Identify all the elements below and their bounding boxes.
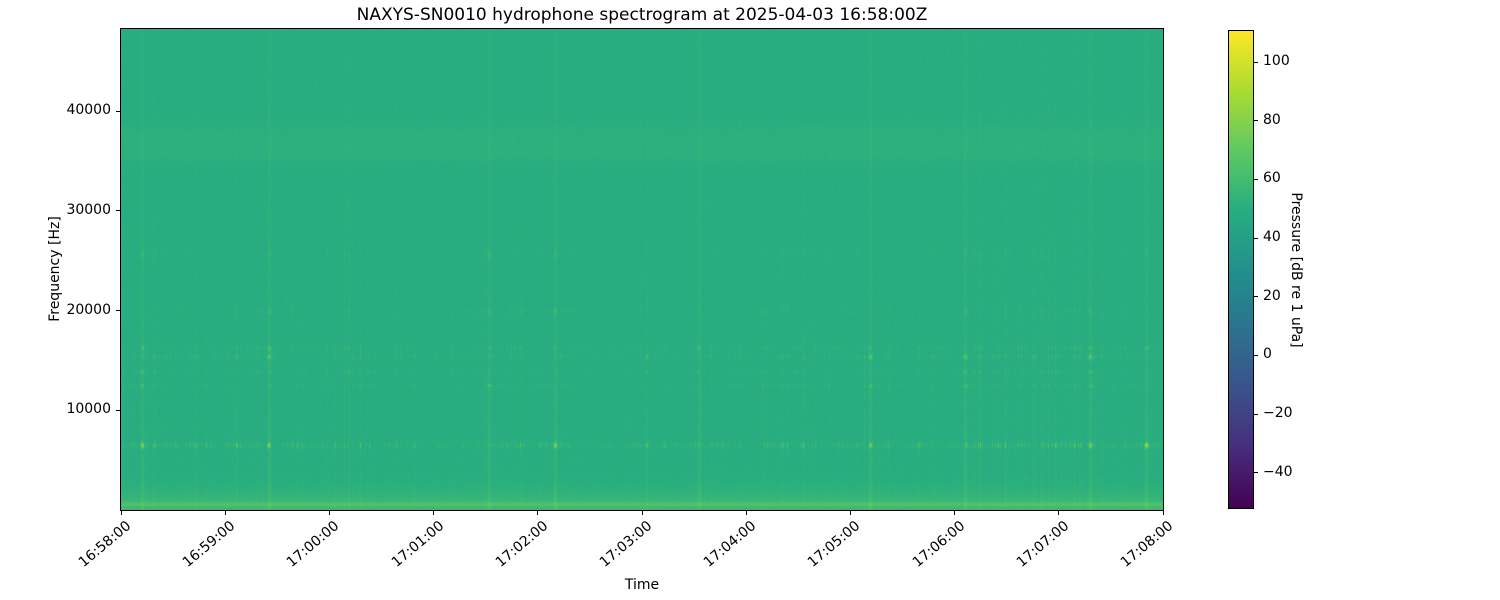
colorbar-tick-mark — [1254, 178, 1258, 180]
plot-title: NAXYS-SN0010 hydrophone spectrogram at 2… — [356, 5, 928, 25]
x-tick-label: 17:05:00 — [805, 518, 864, 571]
y-tick-mark — [116, 409, 120, 411]
x-tick-label: 17:03:00 — [596, 518, 656, 571]
colorbar-tick-mark — [1254, 61, 1258, 63]
colorbar-tick-mark — [1254, 237, 1258, 239]
colorbar-tick-label: 60 — [1263, 170, 1281, 187]
colorbar-tick-label: 0 — [1263, 346, 1272, 363]
spectrogram-image — [121, 29, 1163, 510]
colorbar-tick-label: 40 — [1263, 229, 1281, 246]
colorbar-tick-mark — [1254, 472, 1258, 474]
x-tick-mark — [224, 511, 226, 515]
x-tick-mark — [120, 511, 122, 515]
x-tick-label: 17:07:00 — [1013, 518, 1073, 571]
x-tick-mark — [745, 511, 747, 515]
x-tick-mark — [328, 511, 330, 515]
colorbar-tick-mark — [1254, 354, 1258, 356]
y-tick-mark — [116, 110, 120, 112]
x-tick-label: 17:06:00 — [909, 518, 968, 571]
colorbar-tick-label: 80 — [1263, 111, 1281, 128]
colorbar-tick-label: 20 — [1263, 287, 1281, 304]
x-tick-label: 17:04:00 — [701, 518, 760, 571]
y-tick-label: 20000 — [66, 301, 111, 318]
x-tick-label: 16:59:00 — [180, 518, 239, 571]
x-tick-mark — [641, 511, 643, 515]
colorbar-tick-label: 100 — [1263, 53, 1290, 70]
x-tick-mark — [849, 511, 851, 515]
x-tick-label: 17:02:00 — [492, 518, 552, 571]
y-tick-label: 10000 — [66, 401, 111, 418]
x-tick-mark — [537, 511, 539, 515]
colorbar — [1228, 30, 1254, 509]
x-tick-mark — [954, 511, 956, 515]
y-tick-label: 30000 — [66, 201, 111, 218]
x-tick-label: 17:00:00 — [284, 518, 343, 571]
x-tick-label: 17:01:00 — [388, 518, 447, 571]
y-tick-label: 40000 — [66, 102, 111, 119]
x-tick-mark — [1058, 511, 1060, 515]
y-tick-mark — [116, 210, 120, 212]
colorbar-label: Pressure [dB re 1 uPa] — [1288, 192, 1304, 348]
x-axis-label: Time — [624, 577, 660, 593]
y-tick-mark — [116, 310, 120, 312]
colorbar-tick-mark — [1254, 296, 1258, 298]
x-tick-mark — [433, 511, 435, 515]
x-tick-mark — [1162, 511, 1164, 515]
colorbar-tick-label: −40 — [1263, 463, 1293, 480]
x-tick-label: 16:58:00 — [75, 518, 135, 571]
colorbar-tick-mark — [1254, 413, 1258, 415]
colorbar-tick-label: −20 — [1263, 405, 1293, 422]
colorbar-tick-mark — [1254, 120, 1258, 122]
x-tick-label: 17:08:00 — [1117, 518, 1177, 571]
spectrogram-axes — [120, 28, 1164, 511]
